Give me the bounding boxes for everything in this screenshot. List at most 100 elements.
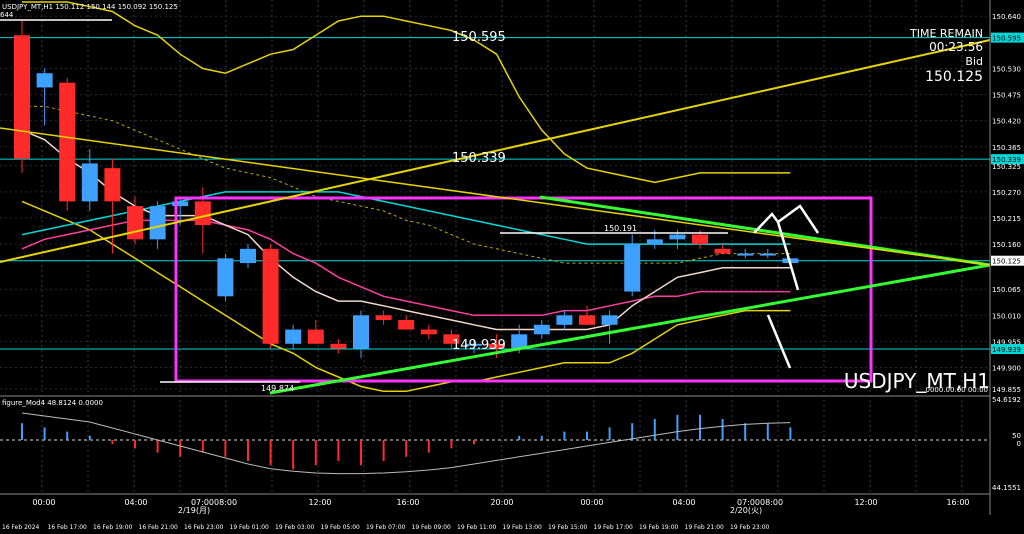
bottom-date-label: 16 Feb 2024 — [2, 524, 40, 531]
oscillator-axis-label: 44.1551 — [992, 484, 1021, 492]
candle-bull — [466, 343, 482, 346]
candle-bear — [194, 201, 211, 226]
time-axis-label: 12:00 — [308, 498, 331, 507]
consolidation-box — [174, 196, 873, 383]
candle-bull — [759, 253, 776, 256]
candle-bear — [692, 234, 708, 245]
bid-value: 150.125 — [925, 69, 983, 85]
price-tag-text: 149.939 — [992, 346, 1021, 354]
bottom-date-label: 19 Feb 01:00 — [230, 524, 270, 531]
price-tag-bg — [991, 344, 1024, 355]
date-label: 2/20(火) — [730, 506, 762, 515]
candle-bull — [36, 73, 53, 88]
time-axis-label: 00:00 — [32, 498, 55, 507]
price-tag-text: 150.339 — [992, 156, 1021, 164]
price-axis-label: 150.365 — [992, 144, 1021, 152]
bottom-date-label: 19 Feb 19:00 — [639, 524, 679, 531]
candle-bull — [172, 201, 189, 207]
candle-bull — [646, 239, 663, 245]
time-axis-label: 00:00 — [580, 498, 603, 507]
candle-bear — [443, 334, 460, 344]
time-axis-label: 07:0008:00 — [737, 498, 783, 507]
oscillator-bottom-label: 0000.00.00 00:00 — [926, 386, 988, 394]
price-axis-label: 150.475 — [992, 92, 1021, 100]
oscillator-panel — [0, 412, 990, 475]
oscillator-line — [21, 412, 791, 475]
price-axis-label: 149.855 — [992, 386, 1021, 394]
bid-label: Bid — [965, 55, 983, 68]
arrow-down-path — [776, 221, 800, 291]
price-axis-labels: 150.640 150.595 150.530 150.475 150.420 150.3… — [991, 13, 1024, 394]
candle-high-label: 150.191 — [604, 224, 637, 233]
time-remain-label: TIME REMAIN — [909, 27, 983, 40]
candle-bull — [556, 315, 573, 325]
bb-upper-line — [22, 1, 791, 184]
candle-bull — [149, 206, 166, 240]
candle-bear — [488, 343, 505, 349]
candle-bear — [262, 248, 279, 344]
price-axis-label: 149.900 — [992, 365, 1021, 373]
time-axis-label: 07:0008:00 — [191, 498, 237, 507]
candle-bear — [127, 206, 143, 240]
candle-bull — [601, 315, 618, 325]
bottom-date-label: 19 Feb 09:00 — [412, 524, 452, 531]
candle-bear — [330, 343, 347, 349]
bottom-date-label: 19 Feb 15:00 — [548, 524, 588, 531]
candle-bear — [375, 315, 392, 321]
triangle-lower-line — [269, 263, 991, 395]
bottom-date-label: 16 Feb 19:00 — [93, 524, 133, 531]
bottom-date-label: 19 Feb 23:00 — [730, 524, 770, 531]
price-axis-label: 150.215 — [992, 215, 1021, 223]
oscillator-label: figure_Mod4 48.8124 0.0000 — [2, 399, 103, 407]
candle-bear — [14, 35, 30, 159]
level-lines — [0, 37, 990, 350]
level-label-low: 149.939 — [452, 338, 506, 353]
candle-bear — [420, 329, 437, 335]
candle-bear — [307, 329, 324, 344]
bottom-date-label: 19 Feb 21:00 — [685, 524, 725, 531]
price-axis-label: 150.325 — [992, 163, 1021, 171]
bottom-date-label: 16 Feb 21:00 — [139, 524, 179, 531]
candle-bull — [240, 248, 256, 264]
price-axis-label: 150.065 — [992, 286, 1021, 294]
candle-bull — [353, 315, 369, 349]
time-axis-label: 16:00 — [946, 498, 969, 507]
bottom-date-label: 19 Feb 07:00 — [366, 524, 406, 531]
candle-bull — [511, 334, 528, 349]
bb-mid-line — [22, 105, 791, 264]
bb-lower-line — [21, 200, 791, 393]
candle-bull — [624, 244, 641, 292]
time-axis-label: 04:00 — [672, 498, 695, 507]
trendline-yellow-up — [0, 39, 991, 263]
candle-bull — [669, 234, 686, 240]
candle-bull — [81, 163, 98, 202]
candles — [14, 20, 799, 359]
candle-bull — [217, 258, 234, 297]
bottom-date-labels: 16 Feb 2024 16 Feb 17:00 16 Feb 19:00 16 Fe… — [2, 524, 770, 531]
bottom-date-label: 19 Feb 05:00 — [321, 524, 361, 531]
price-axis-label: 150.270 — [992, 189, 1021, 197]
price-tag-bg — [991, 32, 1024, 43]
bottom-date-label: 16 Feb 17:00 — [48, 524, 88, 531]
bottom-date-label: 19 Feb 17:00 — [594, 524, 634, 531]
price-axis-label: 150.420 — [992, 118, 1021, 126]
bottom-date-label: 19 Feb 13:00 — [503, 524, 543, 531]
candle-bear — [59, 82, 76, 202]
candle-bull — [285, 329, 302, 344]
price-tag-text: 150.125 — [992, 258, 1021, 266]
price-axis-label: 149.955 — [992, 338, 1021, 346]
oscillator-axis-label: 50 — [1012, 432, 1021, 440]
symbol-watermark: USDJPY_MT,H1 — [844, 369, 990, 393]
price-axis-label: 150.640 — [992, 13, 1021, 21]
bottom-date-label: 16 Feb 23:00 — [184, 524, 224, 531]
date-label: 2/19(月) — [178, 506, 210, 515]
candle-low-label: 149.874 — [261, 384, 294, 393]
price-axis-label: 150.010 — [992, 312, 1021, 320]
triangle-upper-line — [539, 195, 991, 267]
bottom-date-label: 19 Feb 03:00 — [275, 524, 315, 531]
price-tag-bg — [991, 154, 1024, 165]
arrow-down-long — [766, 314, 792, 369]
oscillator-axis-labels: 54.6192 500 44.1551 — [992, 396, 1021, 492]
